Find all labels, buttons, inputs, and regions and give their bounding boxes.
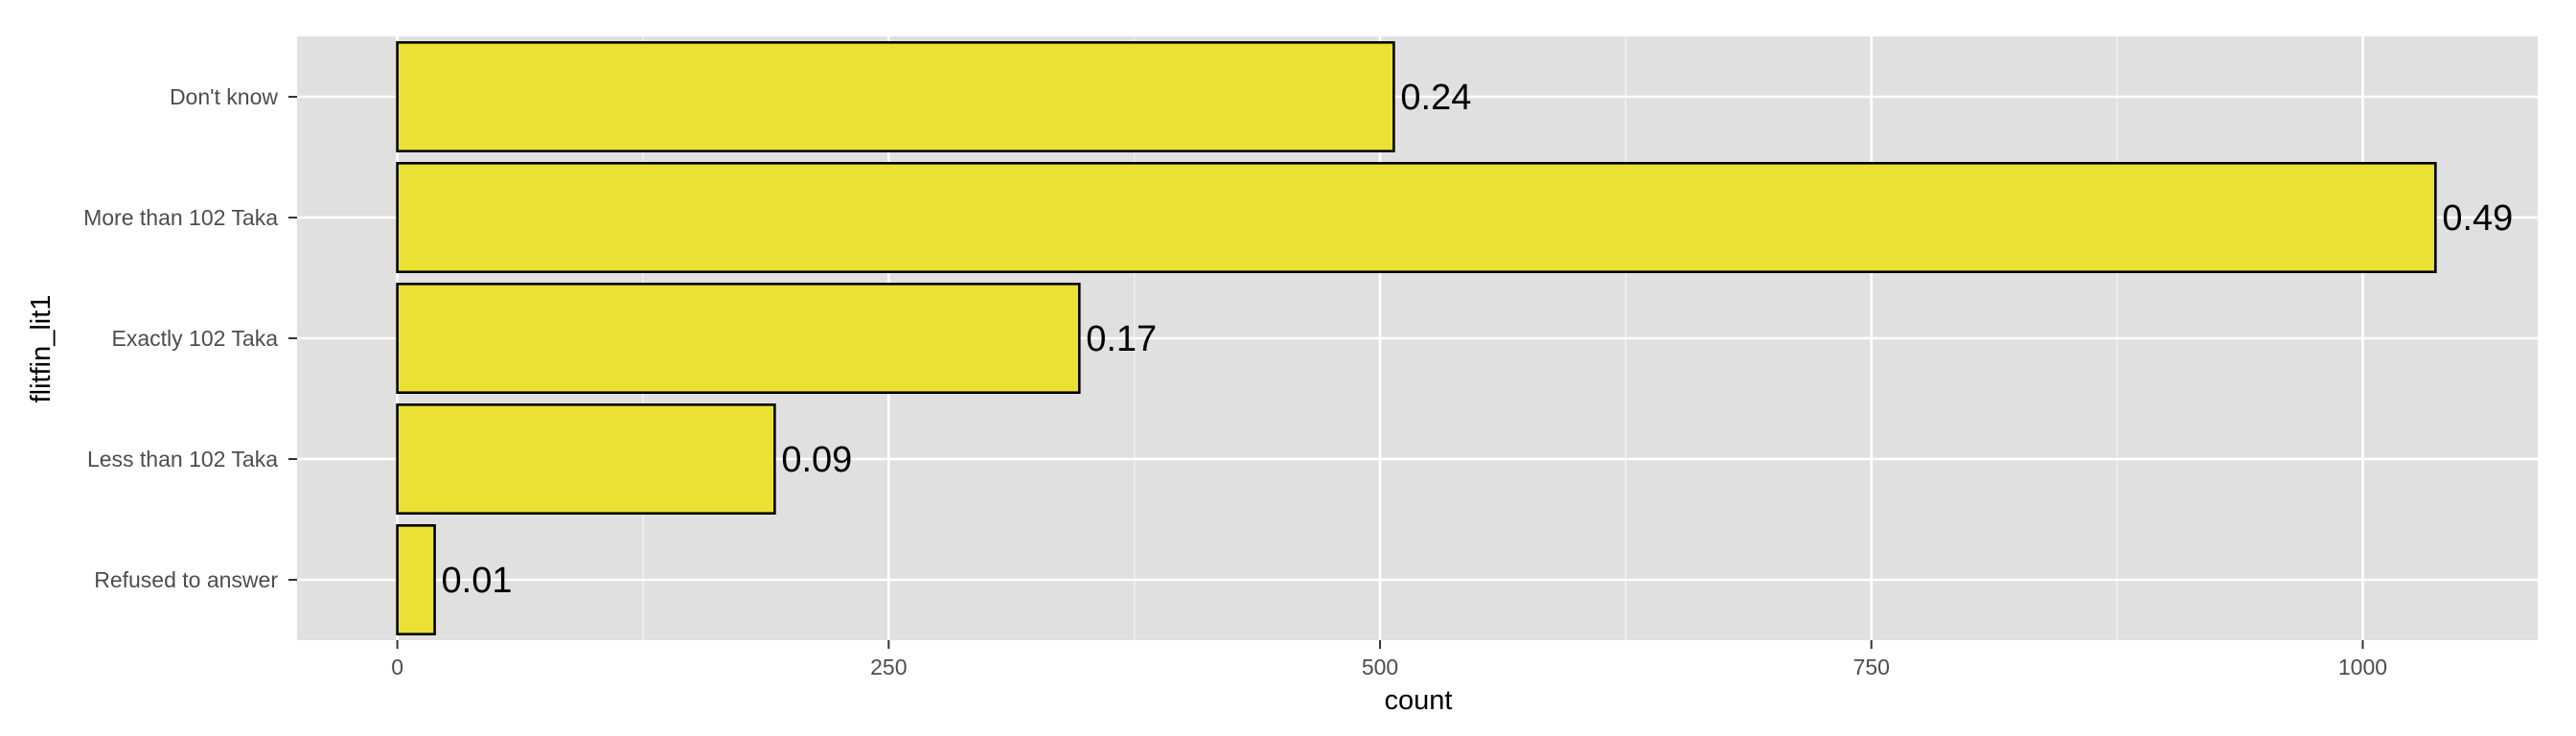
- data-label: 0.01: [442, 561, 513, 601]
- y-axis-title: flitfin_lit1: [26, 295, 57, 403]
- x-tick-label: 0: [391, 655, 403, 679]
- data-label: 0.49: [2442, 198, 2513, 239]
- bar: [396, 402, 776, 515]
- x-tick-label: 500: [1362, 655, 1398, 679]
- x-axis: 0 250 500 750 1000: [391, 640, 2387, 679]
- x-tick-label: 1000: [2338, 655, 2387, 679]
- bars: [396, 40, 2437, 635]
- data-labels: 0.24 0.49 0.17 0.09 0.01: [442, 78, 2514, 601]
- bar: [396, 162, 2437, 274]
- bar: [396, 282, 1081, 394]
- x-tick-label: 250: [870, 655, 907, 679]
- y-tick-label: Exactly 102 Taka: [112, 326, 279, 351]
- y-tick-label: Refused to answer: [94, 567, 278, 592]
- y-tick-label: Don't know: [170, 84, 278, 109]
- x-axis-title: count: [1385, 685, 1453, 716]
- data-label: 0.17: [1086, 319, 1157, 359]
- y-axis: Don't know More than 102 Taka Exactly 102 …: [83, 84, 297, 592]
- y-tick-label: Less than 102 Taka: [87, 447, 278, 472]
- data-label: 0.24: [1400, 78, 1471, 118]
- data-label: 0.09: [781, 440, 852, 480]
- bar: [396, 523, 436, 635]
- y-tick-label: More than 102 Taka: [83, 205, 278, 230]
- x-tick-label: 750: [1853, 655, 1890, 679]
- bar: [396, 40, 1395, 153]
